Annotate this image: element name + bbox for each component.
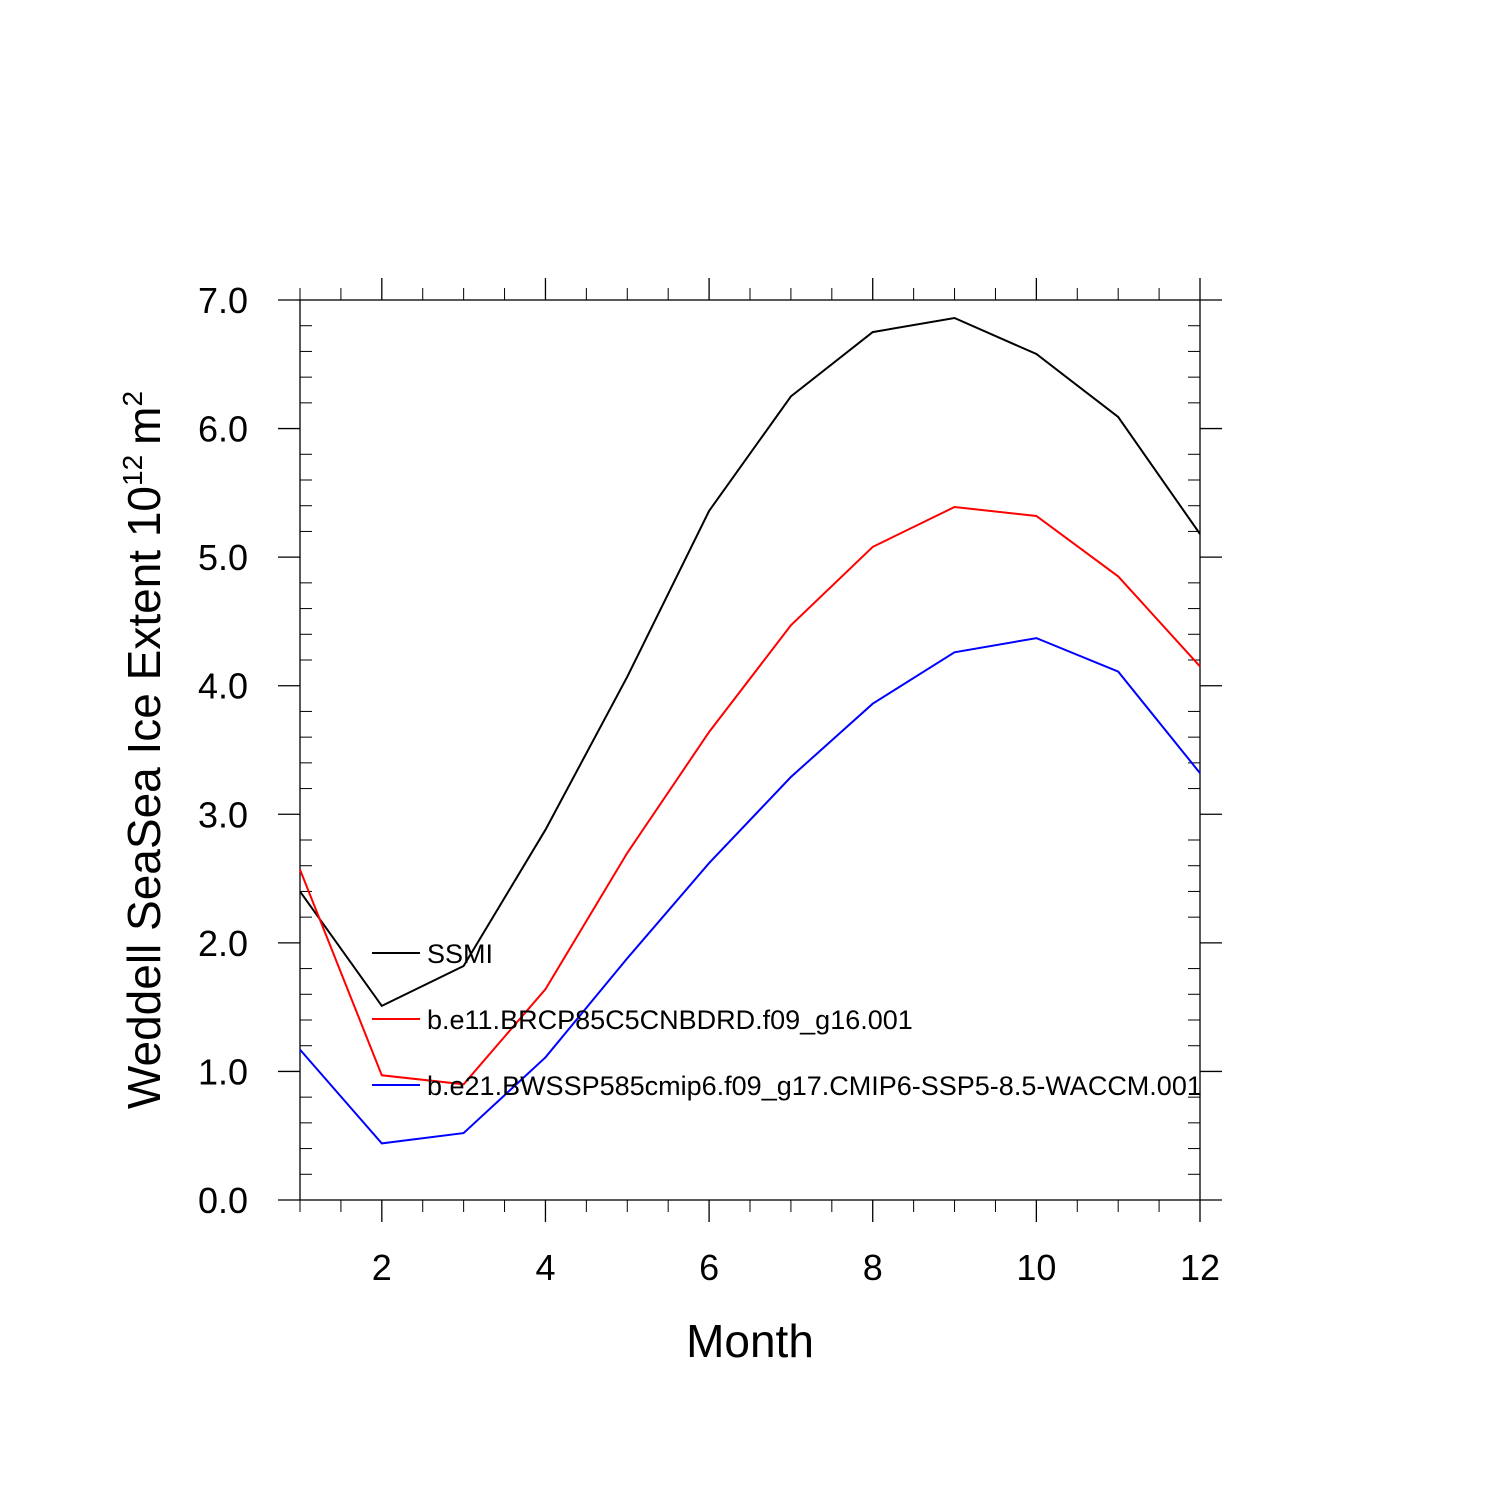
x-tick-label: 12 <box>1180 1247 1220 1288</box>
y-axis-title-main: Weddell SeaSea Ice Extent 10 <box>118 486 170 1109</box>
legend-label-2: b.e21.BWSSP585cmip6.f09_g17.CMIP6-SSP5-8… <box>427 1071 1202 1101</box>
y-tick-label: 5.0 <box>198 537 248 578</box>
series-line-2 <box>299 637 1201 1145</box>
x-tick-label: 10 <box>1016 1247 1056 1288</box>
x-tick-label: 8 <box>863 1247 883 1288</box>
y-tick-label: 6.0 <box>198 409 248 450</box>
x-axis-title: Month <box>686 1315 814 1367</box>
y-tick-label: 0.0 <box>198 1180 248 1221</box>
series-lines <box>299 316 1201 1145</box>
y-axis-title-unit-exponent: 2 <box>117 391 148 407</box>
y-tick-label: 3.0 <box>198 794 248 835</box>
major-ticks <box>278 278 1222 1222</box>
x-tick-label: 2 <box>372 1247 392 1288</box>
legend: SSMI b.e11.BRCP85C5CNBDRD.f09_g16.001 b.e2… <box>372 939 1202 1101</box>
x-tick-label: 4 <box>535 1247 555 1288</box>
y-tick-label: 7.0 <box>198 280 248 321</box>
minor-ticks <box>299 288 1200 1212</box>
y-axis-title-unit: m <box>118 406 170 444</box>
legend-label-1: b.e11.BRCP85C5CNBDRD.f09_g16.001 <box>427 1005 913 1035</box>
y-axis-title-exponent: 12 <box>117 455 148 486</box>
plot-frame <box>299 299 1201 1201</box>
x-tick-labels: 2 4 6 8 10 12 <box>372 1247 1220 1288</box>
y-tick-labels: 0.0 1.0 2.0 3.0 4.0 5.0 6.0 7.0 <box>198 280 248 1221</box>
y-tick-label: 1.0 <box>198 1051 248 1092</box>
series-line-1 <box>299 505 1201 1086</box>
y-tick-label: 4.0 <box>198 666 248 707</box>
x-tick-label: 6 <box>699 1247 719 1288</box>
series-line-0 <box>299 316 1201 1008</box>
y-axis-title: Weddell SeaSea Ice Extent 1012 m2 <box>117 391 170 1109</box>
y-tick-label: 2.0 <box>198 923 248 964</box>
legend-label-0: SSMI <box>427 939 493 969</box>
